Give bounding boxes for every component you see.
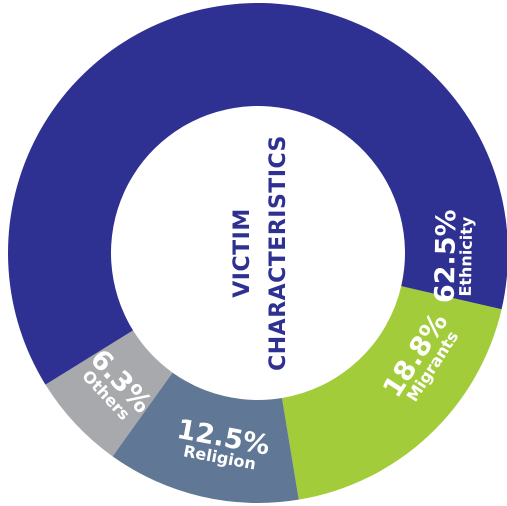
slice-ethnicity [8, 3, 507, 385]
slice-religion [112, 372, 299, 503]
slice-percent-ethnicity: 62.5% [430, 209, 463, 303]
center-label: VICTIM CHARACTERISTICS [230, 135, 291, 371]
slice-name-ethnicity: Ethnicity [456, 216, 476, 297]
slice-migrants [281, 286, 502, 500]
donut-slices [8, 3, 507, 503]
center-label-line-2: CHARACTERISTICS [266, 135, 291, 371]
slice-others [45, 330, 173, 457]
label-ethnicity: 62.5%Ethnicity [430, 209, 477, 303]
center-label-line-1: VICTIM [230, 208, 255, 297]
